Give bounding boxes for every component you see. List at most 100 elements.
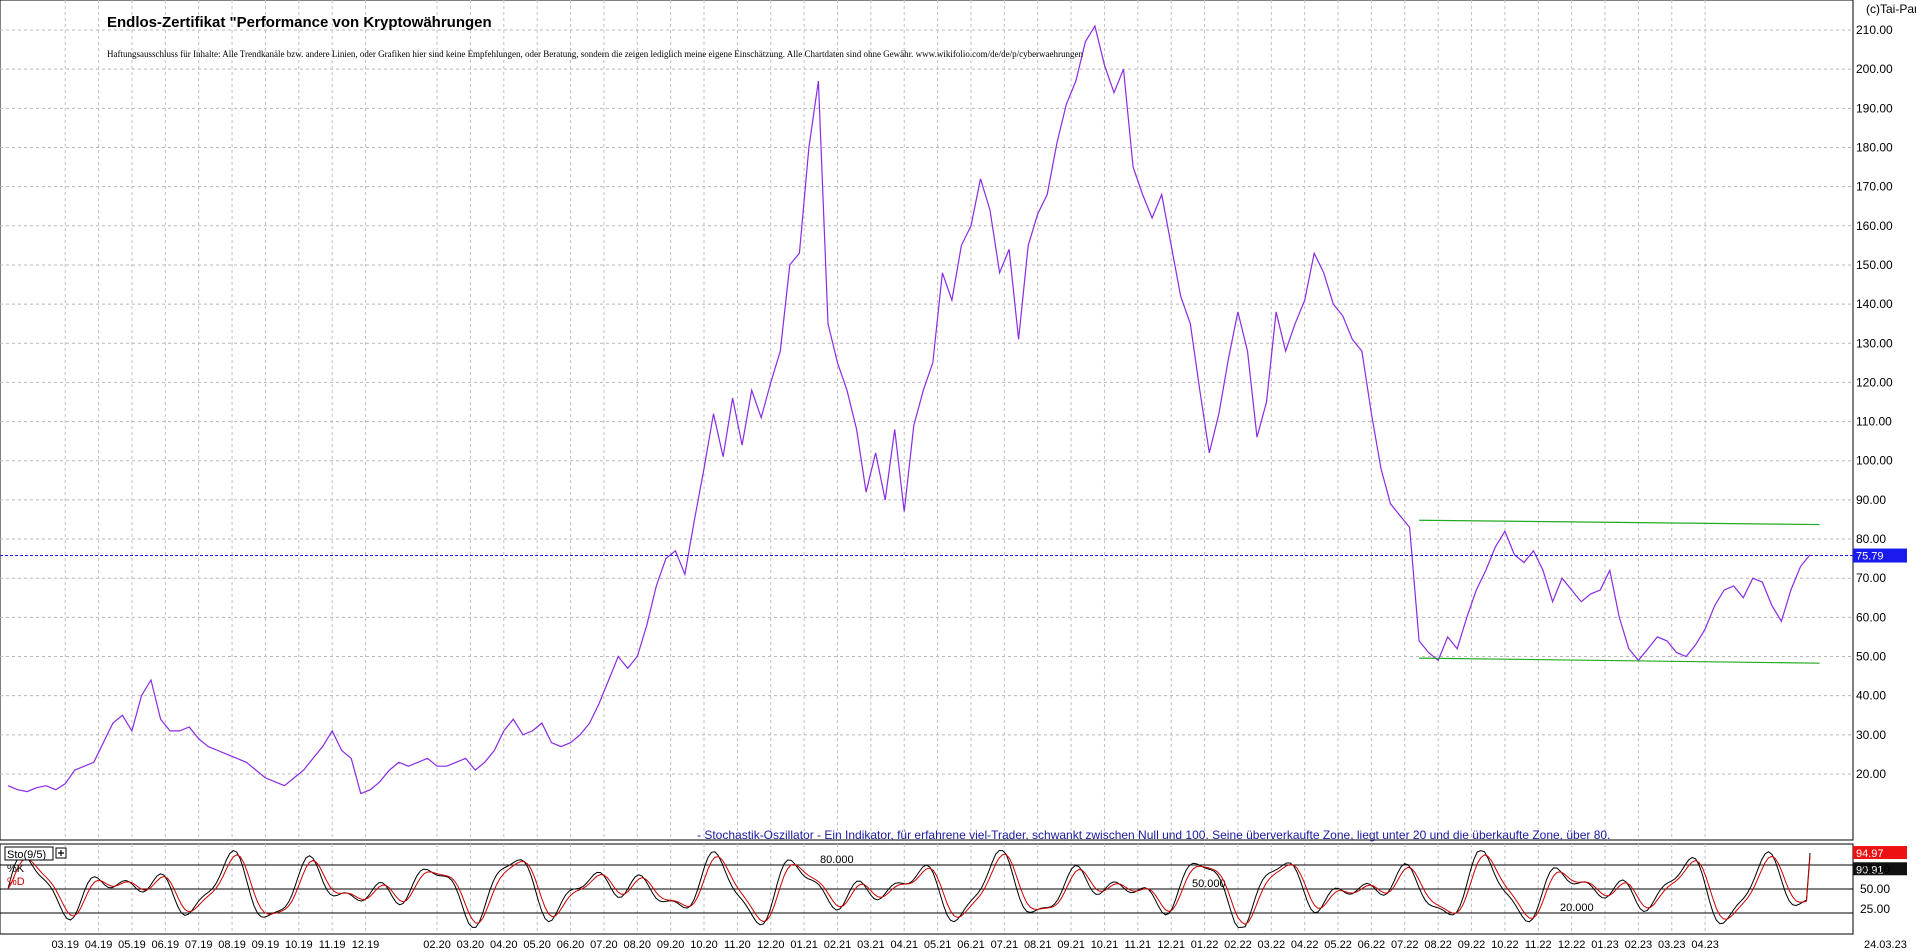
y-tick-label: 90.00 [1856, 493, 1886, 507]
x-tick-label: 07.21 [991, 939, 1019, 951]
x-tick-label: 11.21 [1124, 939, 1151, 951]
current-value-marker: 75.79 [0, 548, 1907, 563]
copyright: (c)Tai-Pan [1866, 2, 1916, 16]
x-tick-label: 12.22 [1558, 939, 1586, 951]
price-line [7, 24, 1811, 795]
x-tick-label: 05.20 [523, 939, 551, 951]
main-plot-frame [0, 0, 1854, 841]
x-tick-label: 12.20 [757, 939, 785, 951]
y-tick-label: 210.00 [1856, 23, 1893, 37]
indicator-name-box[interactable] [4, 846, 54, 861]
x-tick-label: 06.22 [1358, 939, 1386, 951]
y-tick-label: 20.00 [1856, 767, 1886, 781]
y-tick-label: 100.00 [1856, 454, 1893, 468]
ind-y-tick-label: 75.00 [1860, 862, 1890, 876]
x-tick-label: 10.21 [1091, 939, 1119, 951]
current-value-tag [1853, 548, 1907, 563]
x-tick-label: 02.23 [1625, 939, 1653, 951]
indicator-description: - Stochastik-Oszillator - Ein Indikator,… [697, 828, 1610, 842]
main-grid [0, 0, 1853, 840]
x-tick-label: 06.20 [557, 939, 585, 951]
y-tick-label: 50.00 [1856, 650, 1886, 664]
y-tick-label: 120.00 [1856, 375, 1893, 389]
y-tick-label: 60.00 [1856, 610, 1886, 624]
x-tick-label: 02.20 [423, 939, 451, 951]
stochastic-series: 94.97 90.91 [7, 846, 1907, 928]
y-tick-label: 160.00 [1856, 219, 1893, 233]
y-tick-label: 130.00 [1856, 336, 1893, 350]
x-tick-label: 04.20 [490, 939, 518, 951]
chart-title: Endlos-Zertifikat "Performance von Krypt… [107, 14, 492, 31]
x-tick-label: 11.22 [1525, 939, 1552, 951]
x-tick-label: 09.21 [1057, 939, 1085, 951]
x-tick-label: 07.22 [1391, 939, 1419, 951]
x-tick-label: 01.23 [1591, 939, 1619, 951]
x-tick-label: 05.19 [118, 939, 146, 951]
d-value-label: 90.91 [1856, 864, 1884, 876]
x-tick-label: 02.21 [824, 939, 852, 951]
trend-channel [1419, 519, 1820, 664]
x-tick-label: 11.19 [319, 939, 346, 951]
x-last-date: 24.03.23 [1864, 939, 1907, 951]
x-tick-label: 01.21 [790, 939, 818, 951]
x-tick-label: 03.19 [51, 939, 79, 951]
channel-lower-line [1419, 657, 1820, 664]
channel-upper-line [1419, 519, 1820, 526]
x-tick-label: 12.19 [352, 939, 380, 951]
x-tick-label: 07.20 [590, 939, 618, 951]
y-tick-label: 30.00 [1856, 728, 1886, 742]
indicator-y-axis: 25.00 50.00 75.00 [1860, 862, 1890, 916]
x-axis: 03.19 04.19 05.19 06.19 07.19 08.19 09.19 10.19… [51, 939, 1906, 951]
x-tick-label: 06.21 [957, 939, 985, 951]
y-tick-label: 190.00 [1856, 101, 1893, 115]
y-tick-label: 180.00 [1856, 140, 1893, 154]
x-tick-label: 04.23 [1691, 939, 1719, 951]
x-tick-label: 10.19 [285, 939, 313, 951]
y-tick-label: 40.00 [1856, 689, 1886, 703]
y-tick-label: 110.00 [1856, 415, 1892, 429]
x-tick-label: 09.19 [252, 939, 280, 951]
d-value-tag [1853, 862, 1907, 876]
k-value-label: 94.97 [1856, 848, 1884, 860]
x-tick-label: 10.22 [1491, 939, 1519, 951]
x-tick-label: 03.20 [457, 939, 485, 951]
y-tick-label: 70.00 [1856, 571, 1886, 585]
x-tick-label: 12.21 [1157, 939, 1185, 951]
indicator-name: Sto(9/5) [7, 849, 46, 861]
x-tick-label: 02.22 [1224, 939, 1252, 951]
k-value-tag [1853, 846, 1907, 860]
x-tick-label: 08.21 [1024, 939, 1052, 951]
y-tick-label: 170.00 [1856, 180, 1893, 194]
x-tick-label: 08.22 [1424, 939, 1452, 951]
main-y-axis: 20.00 30.00 40.00 50.00 60.00 70.00 80.00 90.00… [1856, 23, 1893, 781]
x-tick-label: 10.20 [690, 939, 718, 951]
x-tick-label: 05.22 [1324, 939, 1352, 951]
plus-icon [58, 850, 64, 856]
x-tick-label: 04.21 [890, 939, 918, 951]
current-value-label: 75.79 [1856, 551, 1884, 563]
x-tick-label: 03.23 [1658, 939, 1686, 951]
x-tick-label: 06.19 [152, 939, 180, 951]
y-tick-label: 80.00 [1856, 532, 1886, 546]
ind-y-tick-label: 50.00 [1860, 882, 1890, 896]
x-tick-label: 03.22 [1258, 939, 1286, 951]
x-tick-label: 11.20 [724, 939, 751, 951]
disclaimer: Haftungsausschluss für Inhalte: Alle Tre… [107, 49, 1084, 59]
x-tick-label: 03.21 [857, 939, 885, 951]
d-line [7, 853, 1811, 925]
x-tick-label: 04.22 [1291, 939, 1319, 951]
k-label: %K [7, 863, 25, 875]
x-tick-label: 07.19 [185, 939, 213, 951]
x-tick-label: 01.22 [1191, 939, 1219, 951]
y-tick-label: 150.00 [1856, 258, 1893, 272]
d-label: %D [7, 876, 25, 888]
x-tick-label: 04.19 [85, 939, 113, 951]
x-tick-label: 05.21 [924, 939, 952, 951]
x-tick-label: 09.22 [1458, 939, 1486, 951]
level-label: 50.000 [1192, 878, 1226, 890]
x-tick-label: 08.20 [624, 939, 652, 951]
x-tick-label: 08.19 [218, 939, 246, 951]
x-tick-label: 09.20 [657, 939, 685, 951]
ind-y-tick-label: 25.00 [1860, 902, 1890, 916]
